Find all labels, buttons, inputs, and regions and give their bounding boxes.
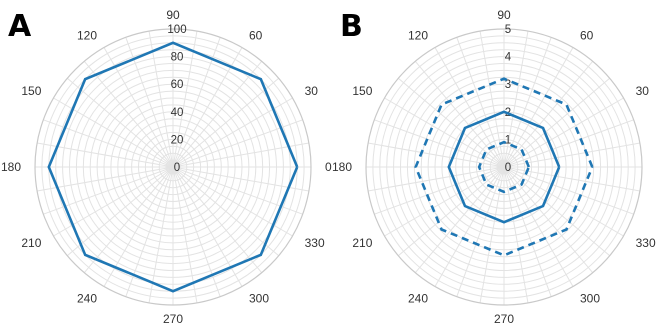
grid-spoke <box>172 166 309 192</box>
r-tick-label: 100 <box>167 24 186 36</box>
r-tick-label: 5 <box>505 24 511 36</box>
grid-spoke <box>172 142 309 168</box>
grid-spoke <box>172 31 198 168</box>
grid-spoke <box>456 166 505 297</box>
r-tick-label: 80 <box>171 52 184 64</box>
polar-chart-a: A 0 30 60 90 120 150 180 210 240 270 300 330 0 20 40 60 8… <box>1 8 332 326</box>
r-tick-label: 0 <box>174 162 180 174</box>
grid-spoke <box>148 166 174 303</box>
theta-tick-label: 150 <box>21 84 41 98</box>
theta-tick-label: 210 <box>352 236 372 250</box>
r-tick-label: 60 <box>171 79 184 91</box>
grid-spoke <box>172 166 198 303</box>
outer-ring <box>365 28 643 306</box>
theta-tick-label: 180 <box>1 160 21 174</box>
theta-tick-label: 60 <box>249 28 263 42</box>
series-line-2 <box>414 77 594 257</box>
grid-spoke <box>456 37 505 168</box>
grid-spoke <box>503 60 594 168</box>
grid-spoke <box>37 166 174 192</box>
r-tick-label: 1 <box>505 134 511 146</box>
grid-spoke <box>66 166 174 257</box>
grid-spoke <box>37 142 174 168</box>
grid-spoke <box>374 119 505 168</box>
series-line-1 <box>447 110 561 224</box>
grid-spoke <box>397 77 505 168</box>
grid-spoke <box>397 166 505 257</box>
panel-label: A <box>8 9 32 44</box>
grid-spoke <box>83 60 174 168</box>
grid-spoke <box>503 166 594 274</box>
theta-tick-label: 30 <box>636 84 650 98</box>
theta-tick-label: 60 <box>580 28 594 42</box>
grid-spoke <box>368 166 505 192</box>
theta-tick-label: 120 <box>77 28 97 42</box>
theta-tick-label: 150 <box>352 84 372 98</box>
grid-spoke <box>172 77 280 168</box>
theta-tick-label: 210 <box>21 236 41 250</box>
r-tick-label: 20 <box>171 134 184 146</box>
theta-tick-label: 240 <box>408 292 428 306</box>
panel-label: B <box>340 9 363 44</box>
grid-spoke <box>172 166 280 257</box>
theta-tick-label: 270 <box>494 312 514 326</box>
grid-spoke <box>368 142 505 168</box>
outer-ring <box>34 28 312 306</box>
theta-tick-label: 120 <box>408 28 428 42</box>
r-tick-label: 40 <box>171 107 184 119</box>
theta-tick-label: 270 <box>163 312 183 326</box>
grid-spoke <box>66 77 174 168</box>
theta-tick-label: 240 <box>77 292 97 306</box>
grid-spoke <box>503 166 529 303</box>
series-line-0 <box>477 140 531 194</box>
grid-spoke <box>172 166 263 274</box>
grid-spoke <box>503 166 624 237</box>
theta-tick-label: 90 <box>497 8 511 22</box>
theta-tick-label: 330 <box>636 236 656 250</box>
grid-spoke <box>172 60 263 168</box>
polar-chart-b: B0306090120150180210240270300330012345 <box>332 8 656 326</box>
theta-tick-label: 300 <box>249 292 269 306</box>
theta-tick-label: 90 <box>166 8 180 22</box>
grid-spoke <box>503 119 634 168</box>
theta-tick-label: 0 <box>325 160 332 174</box>
r-tick-label: 3 <box>505 79 511 91</box>
grid-spoke <box>148 31 174 168</box>
theta-tick-label: 30 <box>305 84 319 98</box>
theta-tick-label: 180 <box>332 160 352 174</box>
theta-tick-label: 330 <box>305 236 325 250</box>
grid-spoke <box>83 166 174 274</box>
r-tick-label: 0 <box>505 162 511 174</box>
r-tick-label: 4 <box>505 52 512 64</box>
grid-spoke <box>503 31 529 168</box>
grid-spoke <box>503 166 634 215</box>
theta-tick-label: 300 <box>580 292 600 306</box>
series-line-0 <box>47 41 299 293</box>
